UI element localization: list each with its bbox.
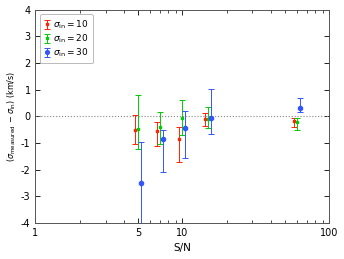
Y-axis label: ($\sigma_{\mathrm{measured}}$ $-$ $\sigma_{\mathrm{in}}$) (km/s): ($\sigma_{\mathrm{measured}}$ $-$ $\sigm…: [6, 71, 18, 162]
X-axis label: S/N: S/N: [173, 243, 191, 254]
Legend: $\sigma_{\mathrm{in}}=10$, $\sigma_{\mathrm{in}}=20$, $\sigma_{\mathrm{in}}=30$: $\sigma_{\mathrm{in}}=10$, $\sigma_{\mat…: [40, 14, 93, 63]
